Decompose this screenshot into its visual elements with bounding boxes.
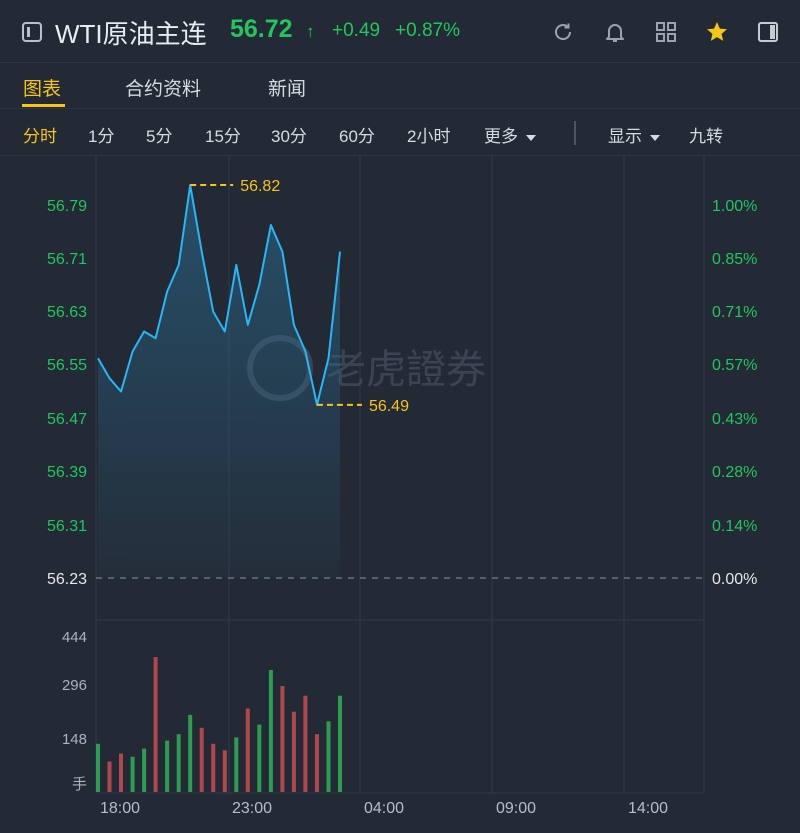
volume-tick: 296 [62, 677, 87, 694]
pct-tick: 0.43% [712, 411, 757, 428]
tab-news[interactable]: 新闻 [268, 79, 307, 100]
watermark-text: 老虎證券 [326, 347, 486, 393]
time-axis: 18:00 23:00 04:00 09:00 14:00 [100, 800, 668, 817]
pct-tick: 0.57% [712, 357, 757, 374]
low-annotation: 56.49 [316, 398, 409, 415]
volume-bar [291, 711, 296, 792]
pct-tick: 0.00% [712, 571, 757, 588]
volume-bar [188, 714, 193, 792]
more-dropdown[interactable]: 更多 [484, 122, 536, 147]
bell-icon[interactable] [603, 20, 627, 44]
display-label: 显示 [608, 127, 642, 146]
sidebar-icon[interactable] [756, 20, 780, 44]
nine-turn-button[interactable]: 九转 [689, 127, 723, 146]
time-tick: 23:00 [232, 800, 272, 817]
volume-bar [96, 743, 100, 792]
divider [574, 121, 576, 145]
tab-chart[interactable]: 图表 [23, 79, 62, 100]
volume-bar [280, 686, 285, 792]
star-icon[interactable] [705, 20, 729, 44]
period-15m[interactable]: 15分 [205, 127, 241, 146]
grid-icon[interactable] [654, 20, 678, 44]
time-tick: 18:00 [100, 800, 140, 817]
volume-bar [245, 708, 250, 792]
volume-bar [199, 727, 204, 792]
price-tick: 56.47 [47, 411, 87, 428]
time-tick: 14:00 [628, 800, 668, 817]
tab-contract-info[interactable]: 合约资料 [125, 79, 202, 100]
volume-bar [211, 743, 216, 792]
volume-bar [303, 695, 308, 792]
volume-bar [142, 748, 147, 792]
plot-layer [96, 184, 342, 793]
price-tick: 56.55 [47, 357, 87, 374]
volume-bar [130, 756, 135, 792]
volume-bar [107, 761, 112, 792]
intraday-chart[interactable]: 老虎證券 56.79 56.71 56.63 56.55 56.47 56.39… [0, 155, 800, 833]
volume-bar [326, 721, 331, 792]
display-dropdown[interactable]: 显示 [608, 122, 660, 147]
more-label: 更多 [484, 127, 518, 146]
price-change-pct: +0.87% [395, 20, 460, 41]
back-icon[interactable] [22, 22, 42, 42]
price-line [97, 184, 341, 406]
chart-grid [95, 155, 705, 794]
low-label: 56.49 [369, 398, 409, 415]
volume-tick: 444 [62, 629, 87, 646]
price-change: +0.49 [332, 20, 381, 41]
volume-bar [165, 740, 170, 792]
high-label: 56.82 [240, 178, 280, 195]
volume-bar [119, 753, 123, 792]
period-timeshare[interactable]: 分时 [23, 127, 57, 146]
volume-bar [315, 734, 319, 792]
period-2h[interactable]: 2小时 [407, 127, 451, 146]
volume-bar [176, 734, 181, 792]
price-tick: 56.39 [47, 464, 87, 481]
price-tick: 56.79 [47, 198, 87, 215]
period-60m[interactable]: 60分 [339, 127, 375, 146]
pct-tick: 0.71% [712, 304, 757, 321]
pct-axis: 1.00% 0.85% 0.71% 0.57% 0.43% 0.28% 0.14… [712, 198, 757, 588]
volume-bar [257, 724, 262, 792]
period-30m[interactable]: 30分 [271, 127, 307, 146]
volume-axis: 444 296 148 手 [62, 629, 87, 793]
pct-tick: 0.28% [712, 464, 757, 481]
chevron-down-icon [650, 134, 660, 141]
volume-bar [338, 695, 342, 792]
volume-unit: 手 [72, 776, 87, 793]
refresh-icon[interactable] [551, 20, 575, 44]
price-axis: 56.79 56.71 56.63 56.55 56.47 56.39 56.3… [47, 198, 87, 588]
volume-bar [153, 657, 158, 792]
pct-tick: 0.14% [712, 518, 757, 535]
chevron-down-icon [526, 134, 536, 141]
price-area [98, 185, 340, 578]
instrument-title: WTI原油主连 [55, 19, 207, 49]
volume-tick: 148 [62, 731, 87, 748]
time-tick: 04:00 [364, 800, 404, 817]
price-tick: 56.63 [47, 304, 87, 321]
period-selector: 分时 1分 5分 15分 30分 60分 2小时 更多 显示 九转 [0, 108, 800, 156]
volume-bar [222, 750, 227, 793]
pct-tick: 1.00% [712, 198, 757, 215]
last-price: 56.72 [230, 15, 293, 43]
tab-bar: 图表 合约资料 新闻 [0, 62, 800, 108]
period-5m[interactable]: 5分 [146, 127, 173, 146]
volume-bar [234, 737, 239, 792]
quote-header: WTI原油主连 56.72 ↑ +0.49 +0.87% [0, 0, 800, 63]
pct-tick: 0.85% [712, 251, 757, 268]
active-tab-indicator [22, 104, 65, 107]
period-1m[interactable]: 1分 [88, 127, 115, 146]
up-arrow-icon: ↑ [306, 22, 315, 41]
price-tick: 56.31 [47, 518, 87, 535]
price-tick: 56.71 [47, 251, 87, 268]
high-annotation: 56.82 [190, 178, 280, 195]
volume-bar [268, 670, 273, 792]
price-tick: 56.23 [47, 571, 87, 588]
time-tick: 09:00 [496, 800, 536, 817]
